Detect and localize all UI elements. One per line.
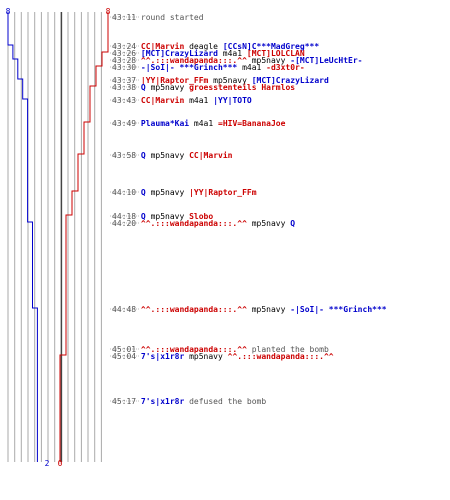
log-part: [MCT]CrazyLizard [252,75,329,85]
log-part: CC|Marvin [141,95,185,105]
log-part: Q [141,188,146,197]
team-b-start-count: 8 [106,7,111,16]
log-entry: 43:30 -|SoI|- ***Grinch*** m4a1 -d3xt0r- [112,62,305,72]
log-part: deagle [184,42,223,51]
log-entry: 44:48 ^^.:::wandapanda:::.^^ mp5navy -|S… [112,304,387,314]
log-entry: 43:24 CC|Marvin deagle [CCsN]C***MadGreg… [112,41,319,51]
log-entry: 45:17 7's|x1r8r defused the bomb [112,397,266,406]
log-part: 7's|x1r8r [141,352,185,361]
log-part: [MCT]CrazyLizard [141,48,218,58]
log-part: mp5navy [146,188,189,197]
log-part: Q [141,212,146,221]
log-part: mp5navy [184,352,227,361]
log-time: 45:01 [112,345,136,354]
log-time: 43:30 [112,63,136,72]
log-entry: 43:43 CC|Marvin m4a1 |YY|TOTO [112,95,252,105]
log-part: mp5navy [247,56,290,65]
log-part: =HIV=BananaJoe [218,119,286,128]
team-b-end-count: 0 [58,459,63,468]
log-part: planted the bomb [247,345,329,354]
log-time: 43:28 [112,56,136,65]
team-a-alive-line [7,12,38,462]
log-part: mp5navy [208,76,251,85]
log-entry: 44:10 Q mp5navy |YY|Raptor_FFm [112,188,257,197]
log-time: 43:38 [112,83,136,92]
log-part: m4a1 [184,96,213,105]
event-log: 43:11 round started 43:24 CC|Marvin deagl… [112,13,387,406]
log-entry: 45:04 7's|x1r8r mp5navy ^^.:::wandapanda… [112,352,334,361]
log-part: -d3xt0r- [266,63,305,72]
log-part: mp5navy [146,151,189,160]
log-part: ^^.:::wandapanda:::.^^ [141,345,247,354]
log-part: m4a1 [237,63,266,72]
log-time: 43:58 [112,151,136,160]
log-part: groesstenteils Harmlos [189,82,295,92]
log-part: ^^.:::wandapanda:::.^^ [141,56,247,65]
log-part: |YY|Raptor_FFm [141,76,209,85]
log-part: m4a1 [189,119,218,128]
log-entry: 43:37 |YY|Raptor_FFm mp5navy [MCT]CrazyL… [112,75,329,85]
log-time: 45:17 [112,397,136,406]
team-b-alive-line [59,12,109,462]
log-entry: 43:26 [MCT]CrazyLizard m4a1 [MCT]LOLCLAN [112,48,305,58]
log-part: ^^.:::wandapanda:::.^^ [228,352,334,361]
log-part: Q [141,83,146,92]
log-part: ^^.:::wandapanda:::.^^ [141,219,247,228]
log-part: mp5navy [146,83,189,92]
log-part: Q [290,219,295,228]
log-entry: 45:01 ^^.:::wandapanda:::.^^ planted the… [112,345,329,354]
log-entry: 43:38 Q mp5navy groesstenteils Harmlos [112,82,295,92]
log-part: 7's|x1r8r [141,397,185,406]
log-entry: 44:18 Q mp5navy Slobo [112,212,213,221]
log-part: Plauma*Kai [141,118,189,128]
log-part: Q [141,151,146,160]
log-entry: 43:11 round started [112,13,204,22]
log-time: 44:10 [112,188,136,197]
team-a-start-count: 8 [6,7,11,16]
log-part: |YY|TOTO [213,96,252,105]
log-entry: 43:58 Q mp5navy CC|Marvin [112,150,233,160]
time-grid [7,12,102,462]
log-time: 43:37 [112,76,136,85]
log-part: -[MCT]LeUcHtEr- [290,56,362,65]
log-part: m4a1 [218,49,247,58]
log-time: 43:11 [112,13,136,22]
log-part: CC|Marvin [141,41,185,51]
log-part: Slobo [189,212,213,221]
log-part: ^^.:::wandapanda:::.^^ [141,305,247,314]
log-part: CC|Marvin [189,150,233,160]
log-part: mp5navy [247,305,290,314]
event-connectors [110,16,140,402]
log-part: [MCT]LOLCLAN [247,49,305,58]
log-time: 44:18 [112,212,136,221]
log-entry: 44:20 ^^.:::wandapanda:::.^^ mp5navy Q [112,219,295,228]
log-time: 44:20 [112,219,136,228]
log-part: |YY|Raptor_FFm [189,188,257,197]
log-time: 43:24 [112,42,136,51]
log-part: defused the bomb [184,397,266,406]
log-time: 43:43 [112,96,136,105]
log-part: -|SoI|- ***Grinch*** [141,62,238,72]
log-part: mp5navy [146,212,189,221]
log-part: -|SoI|- ***Grinch*** [290,304,387,314]
log-part: round started [141,13,204,22]
log-entry: 43:49 Plauma*Kai m4a1 =HIV=BananaJoe [112,118,286,128]
log-entry: 43:28 ^^.:::wandapanda:::.^^ mp5navy -[M… [112,56,363,65]
log-part: mp5navy [247,219,290,228]
team-a-end-count: 2 [45,459,50,468]
log-time: 44:48 [112,305,136,314]
log-part: [CCsN]C***MadGreg*** [223,42,320,51]
log-time: 45:04 [112,352,136,361]
log-time: 43:26 [112,49,136,58]
log-time: 43:49 [112,119,136,128]
